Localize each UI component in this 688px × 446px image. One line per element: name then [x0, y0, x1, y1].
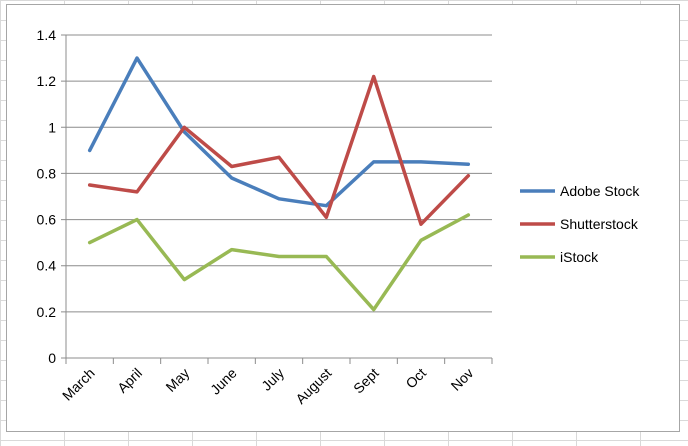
data-point — [324, 215, 328, 219]
data-point — [419, 238, 423, 242]
data-point — [230, 248, 234, 252]
legend-label: Adobe Stock — [560, 183, 640, 199]
data-point — [182, 278, 186, 282]
axes — [61, 35, 493, 364]
data-point — [466, 174, 470, 178]
legend-label: Shutterstock — [560, 216, 639, 232]
series-line-adobe-stock — [87, 56, 471, 208]
data-point — [277, 155, 281, 159]
y-tick-label: 1 — [48, 119, 56, 135]
x-tick-label: March — [59, 365, 98, 404]
data-point — [88, 183, 92, 187]
y-tick-label: 0.2 — [37, 304, 57, 320]
series-lines — [87, 56, 471, 312]
legend: Adobe Stock Shutterstock iStock — [520, 183, 640, 265]
y-tick-labels: 0 0.2 0.4 0.6 0.8 1 1.2 1.4 — [37, 27, 57, 366]
data-point — [277, 254, 281, 258]
data-point — [466, 213, 470, 217]
y-tick-label: 0.4 — [37, 258, 57, 274]
data-point — [135, 56, 139, 60]
y-tick-label: 0.6 — [37, 212, 57, 228]
data-point — [135, 190, 139, 194]
x-tick-label: Oct — [402, 365, 429, 392]
x-tick-label: June — [207, 365, 240, 398]
chart-area[interactable] — [6, 4, 680, 432]
x-tick-label: April — [114, 365, 145, 396]
series-line-shutterstock — [87, 74, 471, 226]
y-tick-label: 0 — [48, 350, 56, 366]
x-tick-label: Nov — [448, 365, 477, 394]
data-point — [372, 160, 376, 164]
data-point — [466, 162, 470, 166]
data-point — [88, 148, 92, 152]
x-tick-label: May — [162, 365, 192, 395]
y-tick-label: 0.8 — [37, 165, 57, 181]
data-point — [372, 75, 376, 79]
data-point — [182, 125, 186, 129]
series-line-istock — [87, 213, 471, 312]
x-tick-label: Sept — [350, 365, 382, 397]
data-point — [230, 176, 234, 180]
x-tick-labels: March April May June July August Sept Oct Nov — [59, 365, 476, 407]
y-tick-label: 1.2 — [37, 73, 57, 89]
data-point — [277, 197, 281, 201]
x-tick-label: July — [258, 365, 287, 394]
data-point — [88, 241, 92, 245]
legend-label: iStock — [560, 249, 599, 265]
data-point — [372, 308, 376, 312]
data-point — [419, 222, 423, 226]
data-point — [324, 204, 328, 208]
data-point — [230, 165, 234, 169]
y-tick-label: 1.4 — [37, 27, 57, 43]
x-tick-label: August — [292, 365, 334, 407]
data-point — [135, 218, 139, 222]
data-point — [324, 254, 328, 258]
data-point — [419, 160, 423, 164]
